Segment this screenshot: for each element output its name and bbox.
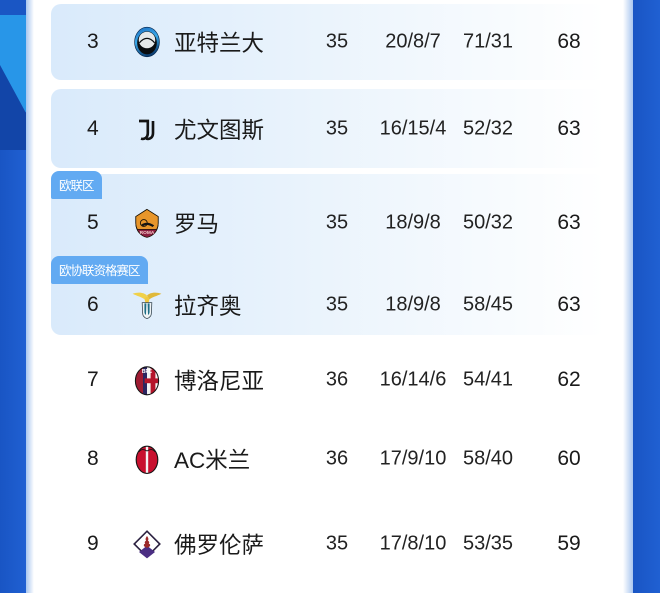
svg-text:ROMA: ROMA <box>140 230 155 236</box>
svg-text:BFC: BFC <box>142 368 153 374</box>
